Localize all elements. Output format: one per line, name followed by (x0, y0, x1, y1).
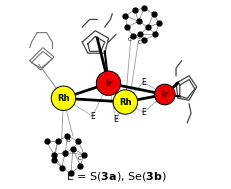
Text: E: E (140, 108, 145, 117)
Text: Rh: Rh (57, 94, 70, 103)
Text: E = S($\mathbf{3a}$), Se($\mathbf{3b}$): E = S($\mathbf{3a}$), Se($\mathbf{3b}$) (65, 170, 166, 183)
Text: C: C (128, 37, 131, 42)
Text: Ir: Ir (161, 90, 168, 99)
Text: E: E (113, 115, 118, 124)
Circle shape (96, 71, 120, 95)
Text: B: B (66, 138, 70, 143)
Text: C: C (137, 40, 141, 45)
Text: C: C (77, 156, 81, 161)
Text: Ir: Ir (104, 79, 112, 88)
Circle shape (113, 90, 137, 114)
Text: E: E (140, 78, 145, 87)
Text: E: E (90, 112, 94, 121)
Circle shape (154, 84, 174, 105)
Text: C: C (62, 153, 66, 158)
Text: Rh: Rh (119, 98, 131, 107)
Circle shape (51, 86, 75, 110)
